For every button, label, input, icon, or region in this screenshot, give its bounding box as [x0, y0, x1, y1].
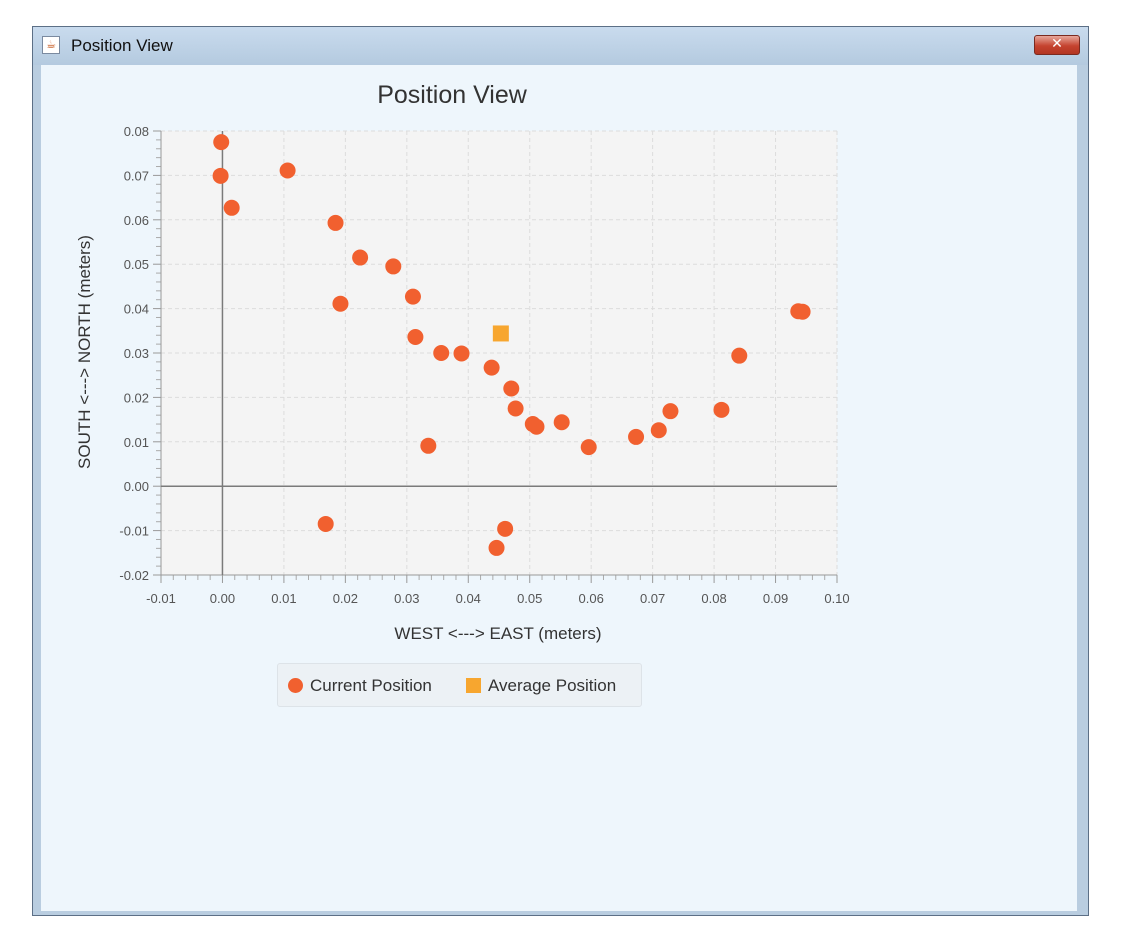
y-tick-label: 0.06 — [124, 213, 149, 228]
current-position-point — [279, 162, 296, 179]
x-tick-label: 0.05 — [517, 591, 542, 606]
current-position-point — [507, 400, 524, 417]
current-position-point — [420, 437, 437, 454]
current-position-point — [404, 288, 421, 305]
current-position-point — [497, 520, 514, 537]
position-view-window: ☕ Position View ✕ Position View -0.01 0.0… — [32, 26, 1089, 916]
x-tick-label: 0.03 — [394, 591, 419, 606]
y-tick-label: 0.07 — [124, 168, 149, 183]
y-tick-label: 0.04 — [124, 302, 149, 317]
current-position-point — [212, 167, 229, 184]
current-position-point — [488, 539, 505, 556]
current-position-point — [794, 303, 811, 320]
current-position-point — [662, 403, 679, 420]
y-tick-label: -0.02 — [119, 568, 149, 583]
y-tick-label: 0.05 — [124, 257, 149, 272]
current-position-point — [483, 359, 500, 376]
chart-panel: Position View -0.01 0.00 0.01 0.02 0.03 0.04 0… — [41, 65, 1077, 911]
x-tick-label: 0.08 — [701, 591, 726, 606]
x-tick-label: 0.10 — [824, 591, 849, 606]
y-tick-label: 0.03 — [124, 346, 149, 361]
close-icon: ✕ — [1051, 36, 1063, 52]
legend-label-average: Average Position — [488, 676, 617, 695]
x-tick-label: 0.06 — [579, 591, 604, 606]
x-axis-label: WEST <---> EAST (meters) — [394, 624, 601, 643]
current-position-point — [223, 199, 240, 216]
x-tick-label: -0.01 — [146, 591, 176, 606]
legend-marker-average — [466, 678, 481, 693]
current-position-point — [385, 258, 402, 275]
average-position-point — [492, 325, 509, 342]
chart-legend: Current Position Average Position — [277, 663, 642, 707]
current-position-point — [352, 249, 369, 266]
y-axis-label: SOUTH <---> NORTH (meters) — [75, 235, 94, 469]
current-position-point — [453, 345, 470, 362]
current-position-point — [731, 347, 748, 364]
current-position-point — [713, 401, 730, 418]
current-position-point — [332, 295, 349, 312]
window-title: Position View — [71, 36, 173, 55]
current-position-point — [553, 414, 570, 431]
legend-marker-current — [288, 678, 303, 693]
y-tick-label: 0.08 — [124, 124, 149, 139]
x-tick-label: 0.01 — [271, 591, 296, 606]
current-position-point — [213, 134, 230, 151]
legend-label-current: Current Position — [310, 676, 432, 695]
x-tick-label: 0.09 — [763, 591, 788, 606]
x-tick-label: 0.07 — [640, 591, 665, 606]
x-tick-label: 0.02 — [333, 591, 358, 606]
x-tick-label: 0.04 — [456, 591, 481, 606]
y-tick-label: 0.02 — [124, 390, 149, 405]
tick-labels: -0.01 0.00 0.01 0.02 0.03 0.04 0.05 0.06 0.07 0.0… — [119, 124, 849, 606]
close-button[interactable]: ✕ — [1034, 35, 1080, 55]
axes — [153, 130, 838, 583]
current-position-point — [327, 214, 344, 231]
title-bar[interactable]: ☕ Position View ✕ — [33, 27, 1088, 65]
current-position-point — [650, 422, 667, 439]
y-tick-label: 0.00 — [124, 479, 149, 494]
current-position-point — [528, 418, 545, 435]
data-points — [212, 134, 811, 556]
current-position-point — [628, 428, 645, 445]
java-cup-icon: ☕ — [42, 36, 60, 54]
chart-title: Position View — [377, 81, 528, 109]
y-tick-label: 0.01 — [124, 435, 149, 450]
y-tick-label: -0.01 — [119, 524, 149, 539]
current-position-point — [433, 345, 450, 361]
current-position-point — [580, 439, 597, 456]
current-position-point — [503, 380, 520, 397]
scatter-chart: Position View -0.01 0.00 0.01 0.02 0.03 0.04 0… — [75, 81, 850, 643]
current-position-point — [317, 515, 334, 532]
x-tick-label: 0.00 — [210, 591, 235, 606]
current-position-point — [407, 329, 424, 346]
